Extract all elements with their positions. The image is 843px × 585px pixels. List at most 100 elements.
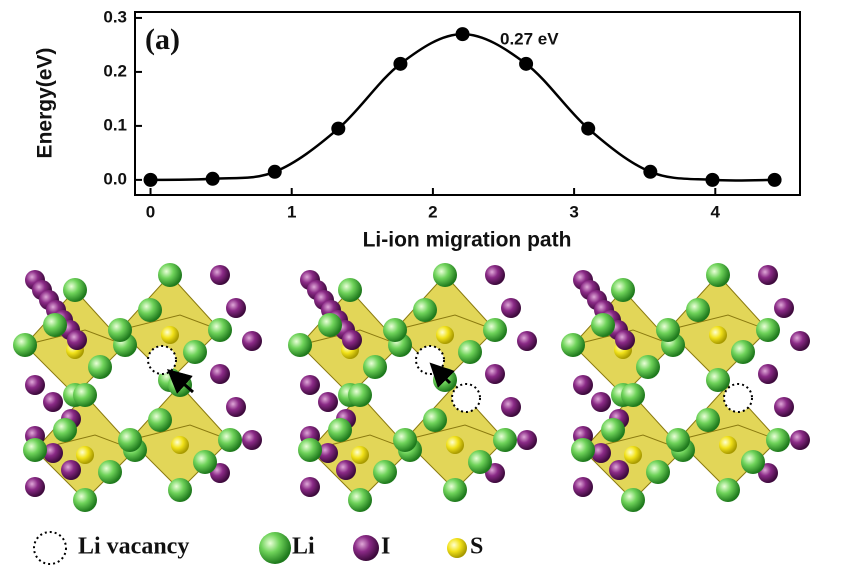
lithium bbox=[413, 298, 437, 322]
structure-legend: Li vacancy Li I S bbox=[33, 531, 483, 565]
iodine bbox=[501, 397, 521, 417]
data-point bbox=[205, 171, 220, 186]
iodine bbox=[517, 331, 537, 351]
lithium bbox=[571, 438, 595, 462]
vacancy bbox=[415, 345, 445, 375]
lithium bbox=[393, 428, 417, 452]
data-point bbox=[643, 164, 658, 179]
data-point bbox=[519, 56, 534, 71]
lithium bbox=[433, 263, 457, 287]
sulfur bbox=[446, 436, 464, 454]
x-axis-label: Li-ion migration path bbox=[363, 229, 572, 252]
lithium bbox=[73, 488, 97, 512]
iodine bbox=[517, 430, 537, 450]
iodine bbox=[67, 330, 87, 350]
lithium bbox=[63, 278, 87, 302]
data-point bbox=[581, 121, 596, 136]
lithium bbox=[338, 278, 362, 302]
x-tick-label: 4 bbox=[711, 202, 721, 221]
lithium bbox=[328, 418, 352, 442]
li-icon bbox=[259, 532, 291, 564]
lithium bbox=[621, 383, 645, 407]
x-tick-label: 0 bbox=[146, 202, 155, 221]
iodine bbox=[210, 265, 230, 285]
lithium bbox=[158, 263, 182, 287]
lithium bbox=[766, 428, 790, 452]
sulfur bbox=[171, 436, 189, 454]
data-point bbox=[143, 172, 158, 187]
lithium bbox=[601, 418, 625, 442]
energy-curve bbox=[150, 32, 775, 182]
lithium bbox=[348, 488, 372, 512]
data-point bbox=[267, 164, 282, 179]
iodine bbox=[774, 298, 794, 318]
lithium bbox=[193, 450, 217, 474]
lithium bbox=[423, 408, 447, 432]
polyhedron-edge bbox=[572, 329, 674, 346]
lithium bbox=[666, 428, 690, 452]
s-icon bbox=[447, 538, 467, 558]
iodine bbox=[242, 331, 262, 351]
polyhedron-edge bbox=[119, 314, 221, 331]
y-tick-label: 0.0 bbox=[103, 169, 127, 188]
iodine bbox=[210, 364, 230, 384]
iodine bbox=[790, 331, 810, 351]
lithium bbox=[363, 355, 387, 379]
lithium bbox=[108, 318, 132, 342]
lithium bbox=[483, 318, 507, 342]
lithium bbox=[646, 460, 670, 484]
lithium bbox=[656, 318, 680, 342]
lithium bbox=[741, 450, 765, 474]
iodine bbox=[485, 364, 505, 384]
migration-arrow bbox=[167, 369, 194, 394]
iodine bbox=[573, 477, 593, 497]
lithium bbox=[98, 460, 122, 484]
iodine bbox=[242, 430, 262, 450]
lithium bbox=[706, 263, 730, 287]
x-tick-label: 3 bbox=[569, 202, 578, 221]
iodine bbox=[758, 364, 778, 384]
lithium bbox=[706, 368, 730, 392]
lithium bbox=[561, 333, 585, 357]
iodine bbox=[300, 375, 320, 395]
iodine bbox=[336, 460, 356, 480]
lithium bbox=[288, 333, 312, 357]
lithium bbox=[383, 318, 407, 342]
y-axis-label: Energy(eV) bbox=[34, 48, 57, 159]
iodine bbox=[774, 397, 794, 417]
legend-label: Li bbox=[292, 534, 315, 560]
lithium bbox=[43, 313, 67, 337]
lithium bbox=[636, 355, 660, 379]
lithium bbox=[443, 478, 467, 502]
iodine bbox=[318, 392, 338, 412]
lithium bbox=[298, 438, 322, 462]
polyhedron-edge bbox=[129, 424, 231, 441]
polyhedron-edge bbox=[24, 329, 126, 346]
lithium bbox=[468, 450, 492, 474]
polyhedron-edge bbox=[394, 314, 496, 331]
iodine bbox=[609, 460, 629, 480]
lithium bbox=[686, 298, 710, 322]
y-tick-label: 0.2 bbox=[103, 61, 127, 80]
y-tick-label: 0.3 bbox=[103, 7, 127, 26]
iodine bbox=[790, 430, 810, 450]
lithium bbox=[716, 478, 740, 502]
iodine bbox=[342, 330, 362, 350]
iodine bbox=[501, 298, 521, 318]
lithium bbox=[218, 428, 242, 452]
lithium bbox=[731, 340, 755, 364]
polyhedron-edge bbox=[404, 424, 506, 441]
iodine bbox=[43, 392, 63, 412]
lithium bbox=[373, 460, 397, 484]
lithium bbox=[73, 383, 97, 407]
i-icon bbox=[353, 535, 379, 561]
lithium bbox=[318, 313, 342, 337]
iodine bbox=[758, 265, 778, 285]
lithium bbox=[168, 373, 192, 397]
lithium bbox=[208, 318, 232, 342]
panel-label: (a) bbox=[145, 23, 180, 56]
iodine bbox=[615, 330, 635, 350]
vacancy bbox=[451, 383, 481, 413]
lithium bbox=[138, 298, 162, 322]
